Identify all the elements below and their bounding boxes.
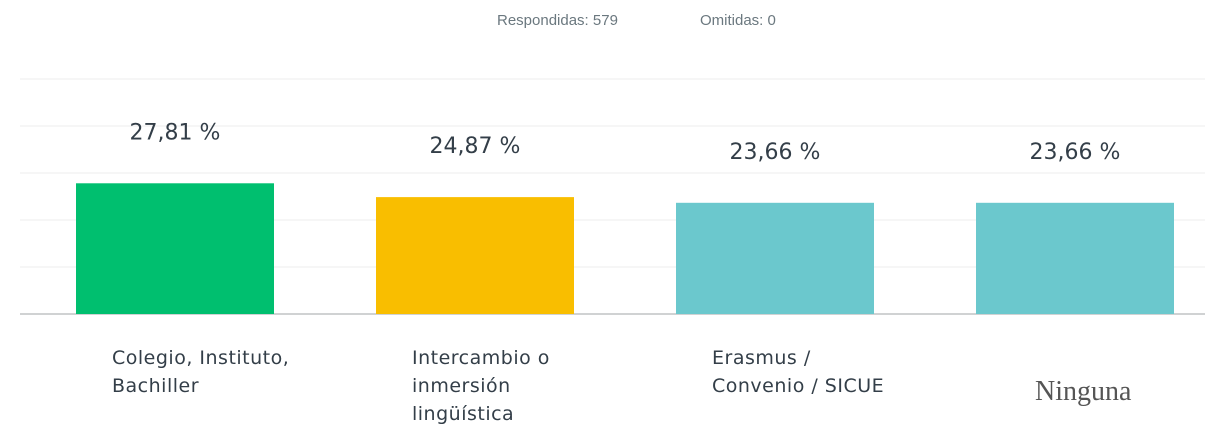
bar — [676, 202, 874, 314]
bar — [976, 202, 1174, 314]
value-label: 23,66 % — [1030, 140, 1121, 165]
category-label: Ninguna — [1035, 376, 1132, 407]
value-label: 23,66 % — [730, 140, 821, 165]
value-label: 27,81 % — [130, 120, 221, 145]
answered-count: Respondidas: 579 — [497, 12, 618, 29]
value-label: 24,87 % — [430, 134, 521, 159]
category-label: Intercambio o inmersión lingüística — [412, 347, 550, 425]
category-label: Erasmus / Convenio / SICUE — [712, 347, 885, 397]
bar — [76, 183, 274, 314]
category-label: Colegio, Instituto, Bachiller — [112, 347, 290, 397]
skipped-count: Omitidas: 0 — [700, 12, 776, 29]
bar — [376, 197, 574, 314]
